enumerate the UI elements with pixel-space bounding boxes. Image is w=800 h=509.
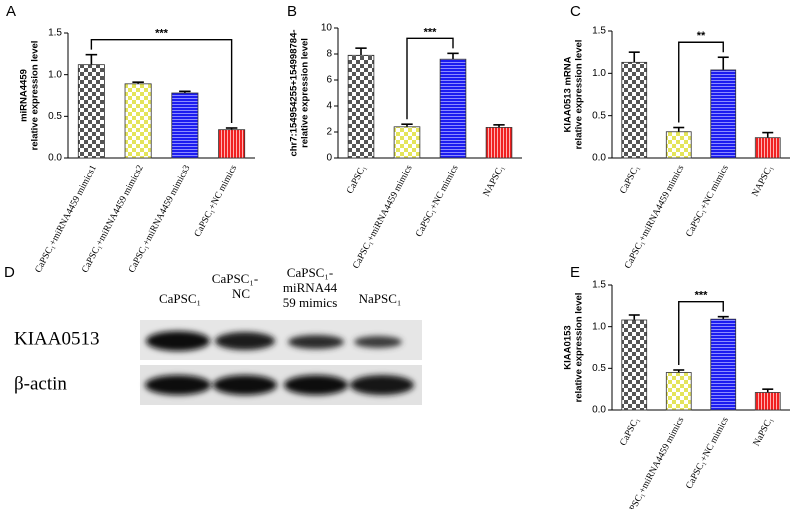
- y-axis-label: relative expression level: [300, 38, 311, 148]
- y-tick-label: 1.0: [592, 321, 606, 332]
- y-axis-label: KIAA0513 mRNA: [563, 56, 574, 132]
- bar: [710, 69, 737, 159]
- blot-band: [284, 375, 348, 395]
- x-tick-label: NAPSC₁: [751, 164, 776, 199]
- y-tick-label: 0.0: [48, 153, 62, 164]
- y-tick-label: 0.0: [592, 153, 606, 164]
- blot-band: [145, 375, 211, 395]
- blot-band: [288, 335, 344, 349]
- lane-label: 59 mimics: [283, 295, 338, 310]
- y-tick-label: 4: [326, 101, 332, 112]
- significance-bracket: [90, 38, 233, 123]
- x-tick-label: CaPSC₁+NC mimics: [414, 163, 460, 238]
- bar: [621, 319, 648, 411]
- x-tick-label: CaPSC₁: [619, 416, 642, 448]
- significance-label: **: [697, 30, 706, 42]
- blot-band: [350, 375, 414, 395]
- bar: [665, 131, 692, 159]
- bar: [621, 61, 648, 159]
- significance-bracket: [678, 41, 724, 123]
- blot-band: [213, 375, 277, 395]
- bar: [439, 58, 467, 159]
- y-axis-label: relative expression level: [30, 41, 41, 151]
- lane-label: CaPSC₁-: [287, 265, 333, 280]
- y-tick-label: 1.0: [592, 68, 606, 79]
- lane-label: NC: [232, 286, 250, 301]
- panel-label: E: [570, 264, 580, 281]
- y-tick-label: 1.0: [48, 69, 62, 80]
- y-axis-label: miRNA4459: [19, 69, 30, 122]
- bar: [77, 64, 105, 159]
- blot-band: [146, 331, 210, 351]
- row-label: KIAA0513: [14, 328, 100, 349]
- y-tick-label: 0.0: [592, 405, 606, 416]
- x-tick-label: CaPSC₁+NC mimics: [685, 163, 731, 238]
- lane-label: miRNA44: [283, 280, 338, 295]
- bar: [218, 129, 246, 159]
- lane-label: CaPSC₁-: [212, 271, 258, 286]
- bar: [124, 83, 152, 159]
- western-blot: [140, 320, 422, 405]
- blot-band: [354, 336, 402, 348]
- y-tick-label: 8: [326, 49, 332, 60]
- y-tick-label: 2: [326, 127, 332, 138]
- bar: [347, 54, 375, 159]
- bar: [171, 92, 199, 159]
- y-axis-label: KIAA0153: [563, 325, 574, 369]
- significance-bracket: [678, 300, 724, 365]
- y-tick-label: 1.5: [592, 26, 606, 37]
- x-tick-label: NaPSC₁: [752, 416, 776, 448]
- y-tick-label: 1.5: [48, 28, 62, 39]
- significance-bracket: [406, 37, 454, 120]
- x-tick-label: NAPSC₁: [482, 164, 507, 199]
- y-tick-label: 6: [326, 75, 332, 86]
- panel-label: D: [4, 264, 15, 281]
- bar: [393, 126, 421, 159]
- bar: [754, 137, 781, 159]
- bar: [754, 392, 781, 411]
- panel-label: B: [287, 3, 297, 20]
- significance-label: ***: [424, 26, 438, 38]
- x-tick-label: CaPSC₁+NC mimics: [193, 163, 239, 238]
- y-axis-label: relative expression level: [574, 293, 585, 403]
- lane-label: NaPSC₁: [359, 291, 402, 306]
- x-tick-label: CaPSC₁: [619, 164, 642, 196]
- x-tick-label: CaPSC₁: [345, 164, 368, 196]
- y-axis-label: relative expression level: [574, 40, 585, 150]
- y-axis-label: chr7:154954255+154998784-: [289, 29, 300, 156]
- significance-label: ***: [155, 28, 169, 40]
- y-tick-label: 10: [321, 23, 333, 34]
- y-tick-label: 0.5: [592, 363, 606, 374]
- lane-label: CaPSC₁: [159, 291, 201, 306]
- y-tick-label: 1.5: [592, 280, 606, 291]
- x-tick-label: CaPSC₁+NC mimics: [685, 415, 731, 490]
- y-tick-label: 0: [326, 153, 332, 164]
- bar: [665, 372, 692, 411]
- panel-label: A: [6, 3, 16, 20]
- significance-label: ***: [695, 290, 709, 302]
- y-tick-label: 0.5: [48, 111, 62, 122]
- row-label: β-actin: [14, 373, 67, 394]
- panel-label: C: [570, 3, 581, 20]
- y-tick-label: 0.5: [592, 110, 606, 121]
- bar: [710, 318, 737, 411]
- blot-band: [215, 332, 275, 350]
- bar: [485, 127, 513, 159]
